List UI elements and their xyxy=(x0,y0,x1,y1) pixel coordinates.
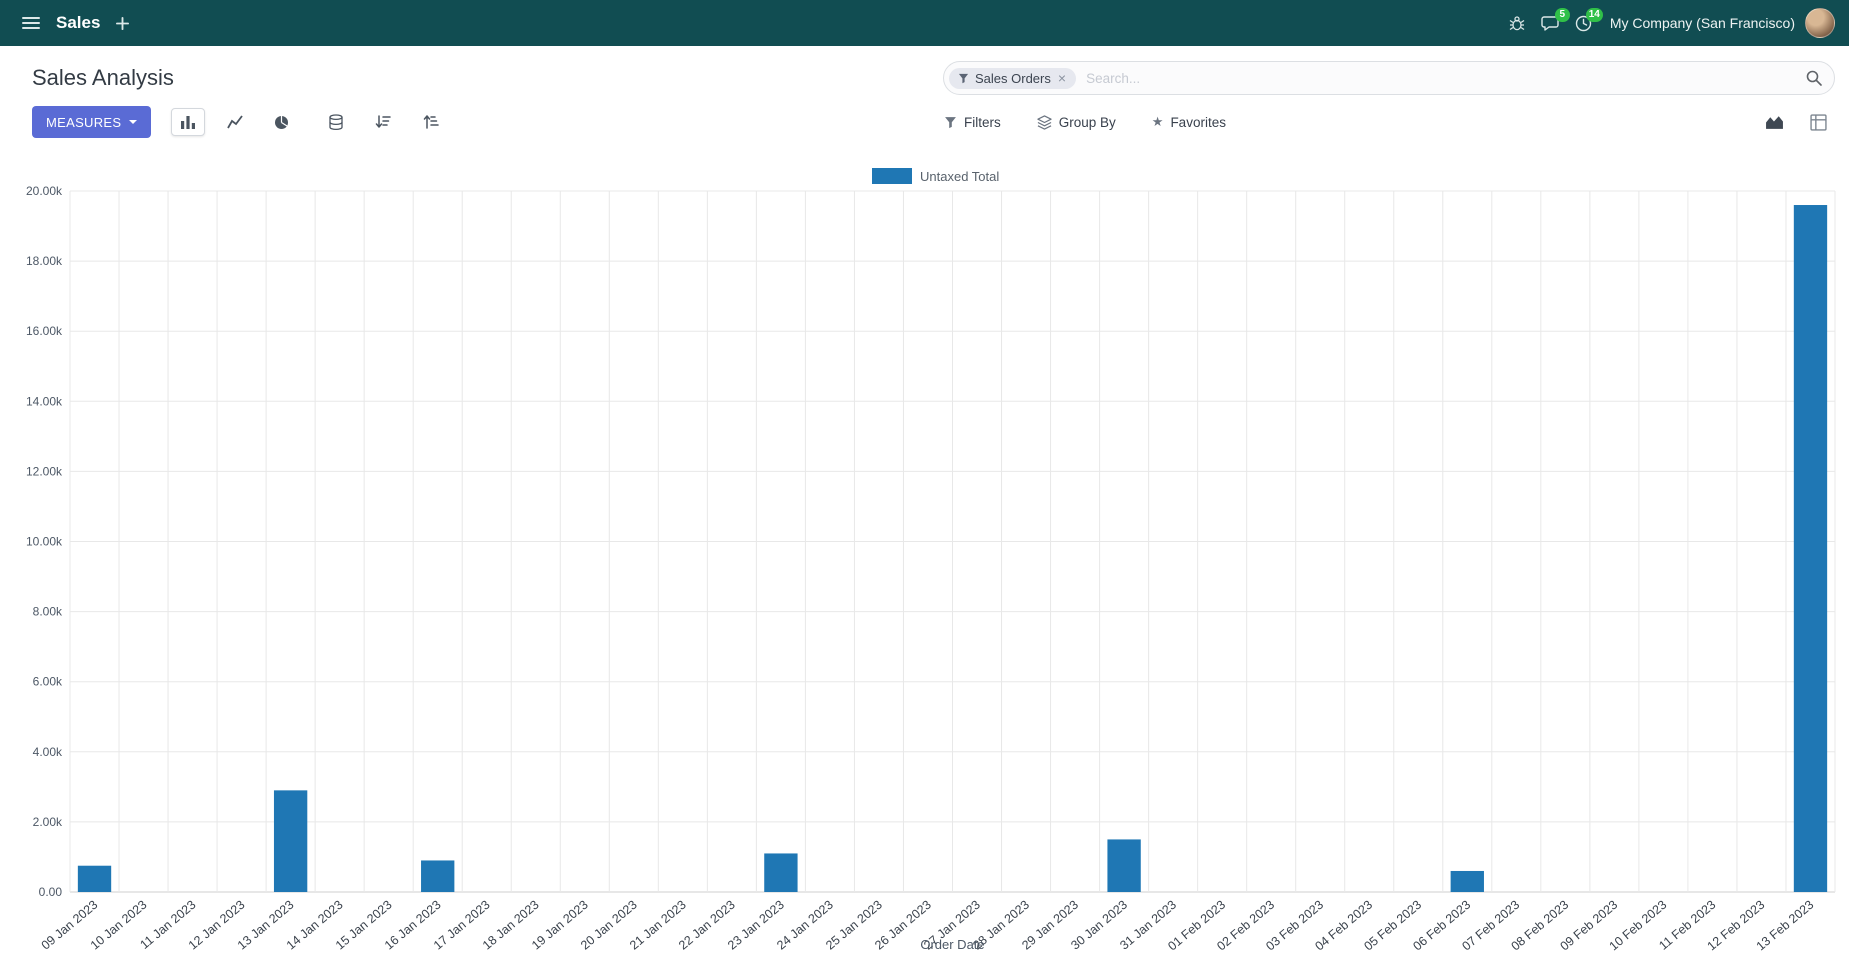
chart-legend: Untaxed Total xyxy=(872,168,999,184)
stacked-button[interactable] xyxy=(320,107,352,138)
plus-icon xyxy=(116,16,130,30)
svg-text:4.00k: 4.00k xyxy=(33,745,63,759)
search-facet: Sales Orders × xyxy=(949,67,1077,89)
activities-button[interactable]: 14 xyxy=(1567,7,1603,38)
layers-icon xyxy=(1037,114,1052,130)
activities-badge: 14 xyxy=(1585,7,1603,22)
sort-desc-button[interactable] xyxy=(366,108,400,136)
svg-text:20.00k: 20.00k xyxy=(26,184,63,198)
svg-text:14.00k: 14.00k xyxy=(26,394,63,408)
favorites-button[interactable]: ★ Favorites xyxy=(1152,114,1226,130)
svg-text:18.00k: 18.00k xyxy=(26,254,63,268)
group-by-label: Group By xyxy=(1058,114,1116,130)
svg-text:6.00k: 6.00k xyxy=(33,675,63,689)
bars xyxy=(77,205,1828,892)
filters-button[interactable]: Filters xyxy=(944,115,1001,130)
bug-icon xyxy=(1509,16,1525,31)
measures-label: MEASURES xyxy=(46,114,122,130)
debug-button[interactable] xyxy=(1501,9,1533,37)
chart-area: 0.00 2.00k 4.00k 6.00k 8.00k 10.00k 12.00k 14.0… xyxy=(0,144,1849,958)
gridlines xyxy=(69,190,1836,893)
svg-text:16.00k: 16.00k xyxy=(26,324,63,338)
svg-text:12.00k: 12.00k xyxy=(26,464,63,478)
navbar-right: 5 14 My Company (San Francisco) xyxy=(1501,7,1835,38)
chart-type-group xyxy=(171,108,298,137)
measures-button[interactable]: MEASURES xyxy=(32,106,152,138)
bar-chart-button[interactable] xyxy=(171,108,206,136)
search-options: Filters Group By ★ Favorites xyxy=(944,100,1226,144)
bar-23 Jan 2023[interactable] xyxy=(764,853,798,892)
svg-text:8.00k: 8.00k xyxy=(33,605,63,619)
company-menu-button[interactable]: My Company (San Francisco) xyxy=(1600,11,1805,35)
x-axis-title: Order Date xyxy=(920,937,984,952)
apps-menu-button[interactable] xyxy=(14,10,48,36)
page-title: Sales Analysis xyxy=(32,65,174,90)
plus-button[interactable] xyxy=(108,11,137,36)
legend-label: Untaxed Total xyxy=(920,169,999,184)
funnel-icon xyxy=(945,116,956,128)
bar-13 Jan 2023[interactable] xyxy=(273,790,308,892)
control-panel-row-buttons: MEASURES xyxy=(0,100,1849,144)
svg-text:2.00k: 2.00k xyxy=(33,815,63,829)
sort-ascending-icon xyxy=(424,115,440,129)
view-switcher xyxy=(1761,100,1831,144)
bar-09 Jan 2023[interactable] xyxy=(77,865,112,892)
svg-text:0.00: 0.00 xyxy=(39,885,63,899)
order-group xyxy=(320,107,448,138)
control-panel-row-title: Sales Analysis Sales Orders × xyxy=(0,56,1849,100)
search-bar[interactable]: Sales Orders × xyxy=(943,61,1835,95)
clock-icon xyxy=(1575,15,1592,31)
pie-chart-icon xyxy=(275,115,289,129)
messages-badge: 5 xyxy=(1554,7,1570,22)
pivot-table-icon xyxy=(1810,113,1827,131)
bar-16 Jan 2023[interactable] xyxy=(421,860,455,892)
line-chart-icon xyxy=(227,115,244,129)
sort-descending-icon xyxy=(376,115,392,128)
remove-facet-button[interactable]: × xyxy=(1057,70,1067,86)
graph-view-button[interactable] xyxy=(1761,110,1788,134)
search-input[interactable] xyxy=(1076,70,1806,86)
bar-chart-icon xyxy=(181,116,196,129)
legend-swatch xyxy=(872,168,912,184)
bar-13 Feb 2023[interactable] xyxy=(1793,205,1828,892)
messages-button[interactable]: 5 xyxy=(1533,7,1570,38)
sort-asc-button[interactable] xyxy=(414,108,448,136)
area-chart-icon xyxy=(1766,116,1783,129)
y-axis-labels: 0.00 2.00k 4.00k 6.00k 8.00k 10.00k 12.00k 14.0… xyxy=(26,184,63,899)
svg-text:10.00k: 10.00k xyxy=(26,535,63,549)
search-icon[interactable] xyxy=(1806,70,1822,86)
navbar-left: Sales xyxy=(14,9,137,37)
top-navbar: Sales 5 14 My Company (San Francisco) xyxy=(0,0,1849,46)
user-avatar[interactable] xyxy=(1805,8,1835,38)
bar-30 Jan 2023[interactable] xyxy=(1107,839,1141,892)
pivot-view-button[interactable] xyxy=(1806,110,1831,135)
hamburger-icon xyxy=(22,17,40,29)
favorites-label: Favorites xyxy=(1170,114,1226,130)
pie-chart-button[interactable] xyxy=(265,108,298,137)
database-icon xyxy=(329,113,344,130)
filter-icon xyxy=(958,73,969,83)
filters-label: Filters xyxy=(964,114,1001,130)
app-name[interactable]: Sales xyxy=(48,9,108,37)
sales-analysis-chart: 0.00 2.00k 4.00k 6.00k 8.00k 10.00k 12.00k 14.0… xyxy=(26,168,1836,953)
caret-down-icon xyxy=(129,120,138,124)
line-chart-button[interactable] xyxy=(218,108,252,136)
facet-label: Sales Orders xyxy=(975,70,1051,86)
control-panel: Sales Analysis Sales Orders × MEASURES xyxy=(0,46,1849,144)
group-by-button[interactable]: Group By xyxy=(1037,115,1116,130)
bar-06 Feb 2023[interactable] xyxy=(1450,870,1484,892)
star-icon: ★ xyxy=(1151,114,1164,129)
